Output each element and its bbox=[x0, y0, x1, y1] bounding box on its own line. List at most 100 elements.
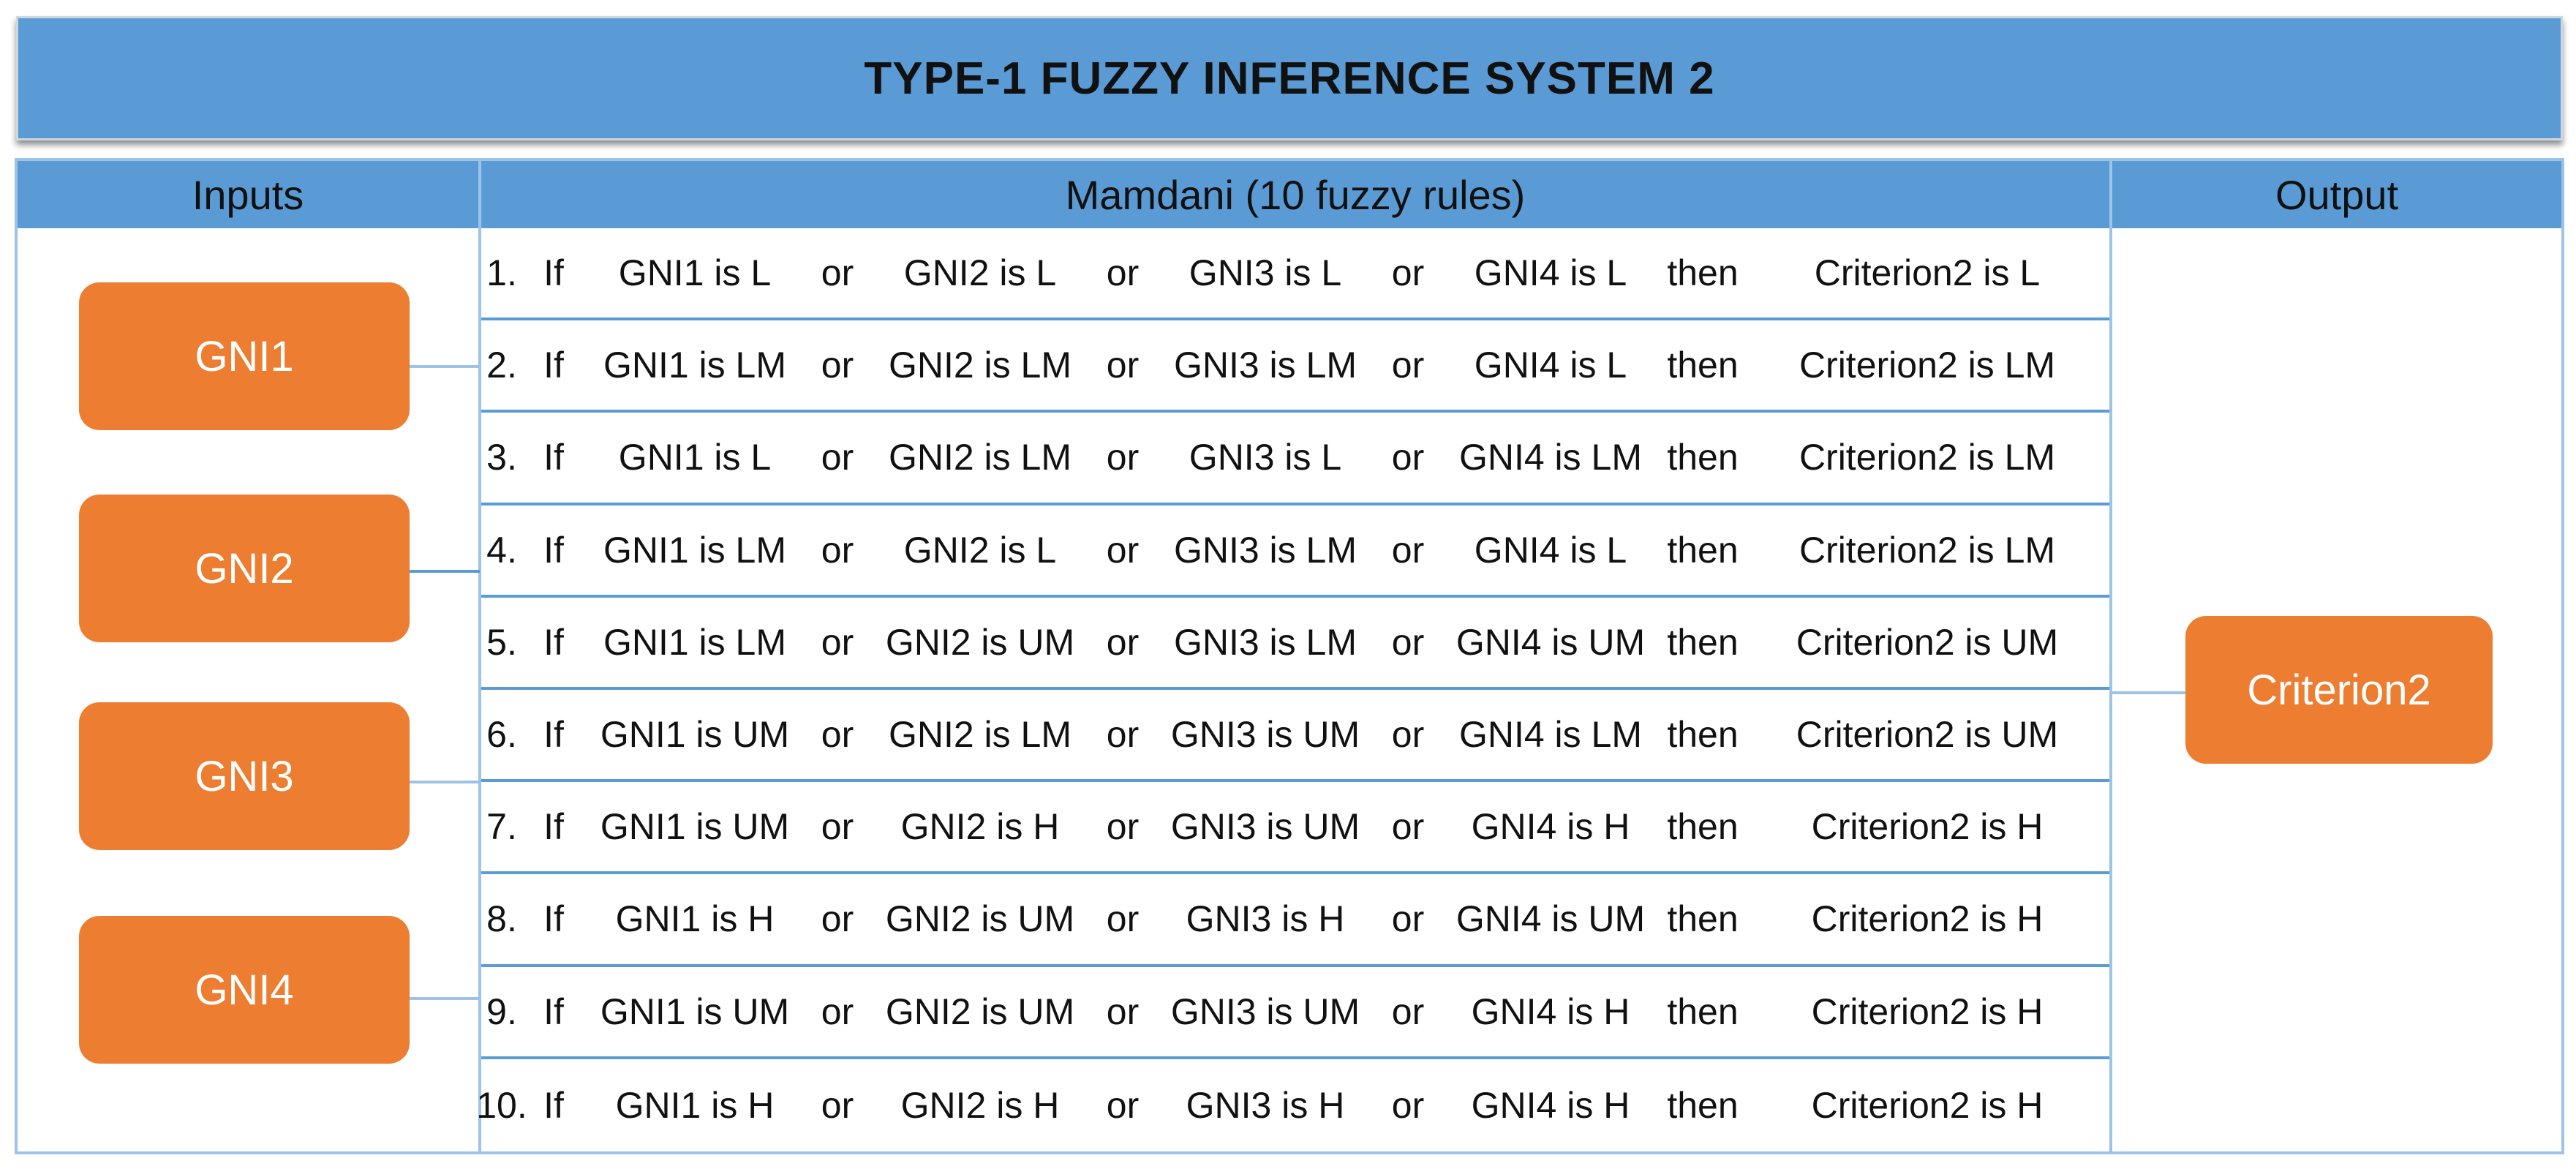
rule-row: 4. If GNI1 is LM or GNI2 is L or GNI3 is LM or G… bbox=[481, 505, 2109, 598]
rule-cell-or1: or bbox=[821, 806, 854, 848]
rule-cell-then: then bbox=[1667, 991, 1739, 1032]
rule-cell-c: GNI3 is LM bbox=[1173, 529, 1357, 571]
rule-cell-c: GNI3 is H bbox=[1186, 1084, 1345, 1126]
rule-cell-num: 10. bbox=[476, 1084, 527, 1126]
rule-cell-or1: or bbox=[821, 437, 854, 478]
input-node-gni4: GNI4 bbox=[79, 916, 410, 1064]
rule-cell-a: GNI1 is L bbox=[618, 437, 772, 478]
rule-cell-c: GNI3 is H bbox=[1186, 898, 1345, 940]
rule-cell-b: GNI2 is H bbox=[900, 806, 1060, 848]
rule-cell-c: GNI3 is LM bbox=[1173, 345, 1357, 386]
column-divider-left bbox=[478, 161, 481, 1151]
rule-cell-if: If bbox=[543, 529, 564, 571]
rule-cell-b: GNI2 is UM bbox=[885, 621, 1075, 663]
rule-row: 5. If GNI1 is LM or GNI2 is UM or GNI3 is LM or… bbox=[481, 598, 2109, 690]
rule-cell-if: If bbox=[543, 621, 564, 663]
rule-cell-out: Criterion2 is L bbox=[1814, 252, 2041, 294]
connector-gni3 bbox=[410, 781, 480, 783]
rule-cell-num: 9. bbox=[486, 991, 517, 1032]
connector-gni1 bbox=[410, 365, 480, 368]
output-header: Output bbox=[2112, 161, 2561, 228]
rule-cell-d: GNI4 is H bbox=[1471, 991, 1630, 1032]
rule-cell-num: 4. bbox=[486, 529, 517, 571]
rules-header-label: Mamdani (10 fuzzy rules) bbox=[1065, 171, 1526, 218]
rule-cell-if: If bbox=[543, 898, 564, 940]
rule-cell-out: Criterion2 is H bbox=[1811, 991, 2044, 1032]
rule-cell-or1: or bbox=[821, 1084, 854, 1126]
rule-row: 6. If GNI1 is UM or GNI2 is LM or GNI3 is UM or… bbox=[481, 690, 2109, 783]
rule-cell-then: then bbox=[1667, 345, 1739, 386]
rule-cell-out: Criterion2 is LM bbox=[1799, 529, 2056, 571]
rule-cell-d: GNI4 is L bbox=[1474, 345, 1627, 386]
rules-header: Mamdani (10 fuzzy rules) bbox=[481, 161, 2109, 228]
rule-cell-num: 6. bbox=[486, 714, 517, 756]
input-node-label: GNI1 bbox=[195, 332, 294, 380]
rule-cell-or1: or bbox=[821, 621, 854, 663]
rule-cell-then: then bbox=[1667, 529, 1739, 571]
rule-cell-or2: or bbox=[1106, 529, 1140, 571]
rule-cell-or3: or bbox=[1391, 529, 1425, 571]
rule-cell-or3: or bbox=[1391, 621, 1425, 663]
rule-cell-a: GNI1 is H bbox=[615, 898, 775, 940]
rule-cell-out: Criterion2 is H bbox=[1811, 1084, 2044, 1126]
rule-cell-b: GNI2 is L bbox=[903, 252, 1057, 294]
diagram-frame bbox=[15, 158, 2564, 1154]
rule-cell-c: GNI3 is L bbox=[1189, 252, 1342, 294]
rule-cell-or1: or bbox=[821, 345, 854, 386]
inputs-header: Inputs bbox=[18, 161, 478, 228]
rule-cell-a: GNI1 is LM bbox=[603, 621, 787, 663]
rule-cell-b: GNI2 is LM bbox=[888, 345, 1072, 386]
rule-cell-out: Criterion2 is H bbox=[1811, 806, 2044, 848]
rule-cell-num: 3. bbox=[486, 437, 517, 478]
rule-cell-num: 2. bbox=[486, 345, 517, 386]
rule-cell-or2: or bbox=[1106, 252, 1140, 294]
rule-cell-or2: or bbox=[1106, 991, 1140, 1032]
rule-cell-c: GNI3 is L bbox=[1189, 437, 1342, 478]
diagram-title: TYPE-1 FUZZY INFERENCE SYSTEM 2 bbox=[864, 53, 1715, 104]
rule-cell-d: GNI4 is H bbox=[1471, 1084, 1630, 1126]
column-divider-right bbox=[2109, 161, 2112, 1151]
rule-row: 1. If GNI1 is L or GNI2 is L or GNI3 is L or GNI… bbox=[481, 228, 2109, 321]
rule-cell-num: 1. bbox=[486, 252, 517, 294]
rule-cell-or3: or bbox=[1391, 252, 1425, 294]
rule-cell-out: Criterion2 is UM bbox=[1796, 714, 2059, 756]
rule-cell-d: GNI4 is UM bbox=[1455, 898, 1646, 940]
rule-cell-or3: or bbox=[1391, 1084, 1425, 1126]
rule-cell-d: GNI4 is LM bbox=[1458, 714, 1643, 756]
rule-cell-if: If bbox=[543, 714, 564, 756]
rule-cell-or3: or bbox=[1391, 714, 1425, 756]
rule-cell-a: GNI1 is L bbox=[618, 252, 772, 294]
rule-cell-c: GNI3 is UM bbox=[1170, 991, 1360, 1032]
rule-row: 2. If GNI1 is LM or GNI2 is LM or GNI3 is LM or… bbox=[481, 320, 2109, 413]
output-node-label: Criterion2 bbox=[2247, 666, 2431, 714]
rule-cell-or2: or bbox=[1106, 806, 1140, 848]
rule-cell-b: GNI2 is LM bbox=[888, 714, 1072, 756]
rule-cell-b: GNI2 is L bbox=[903, 529, 1057, 571]
connector-output bbox=[2111, 691, 2185, 694]
rule-cell-if: If bbox=[543, 806, 564, 848]
rule-cell-num: 8. bbox=[486, 898, 517, 940]
rule-cell-or1: or bbox=[821, 991, 854, 1032]
rule-cell-or1: or bbox=[821, 898, 854, 940]
rule-cell-or1: or bbox=[821, 714, 854, 756]
rule-cell-d: GNI4 is UM bbox=[1455, 621, 1646, 663]
rule-cell-c: GNI3 is UM bbox=[1170, 714, 1360, 756]
connector-gni4 bbox=[410, 997, 480, 1000]
rule-cell-out: Criterion2 is H bbox=[1811, 898, 2044, 940]
rule-cell-then: then bbox=[1667, 252, 1739, 294]
rule-cell-out: Criterion2 is LM bbox=[1799, 345, 2056, 386]
rule-cell-then: then bbox=[1667, 437, 1739, 478]
rule-cell-c: GNI3 is LM bbox=[1173, 621, 1357, 663]
rule-cell-then: then bbox=[1667, 806, 1739, 848]
output-header-label: Output bbox=[2275, 171, 2399, 218]
input-node-gni1: GNI1 bbox=[79, 282, 410, 430]
title-bar: TYPE-1 FUZZY INFERENCE SYSTEM 2 bbox=[16, 16, 2563, 140]
rule-cell-b: GNI2 is UM bbox=[885, 898, 1075, 940]
rule-cell-if: If bbox=[543, 437, 564, 478]
rule-cell-then: then bbox=[1667, 898, 1739, 940]
rule-cell-if: If bbox=[543, 345, 564, 386]
input-node-label: GNI3 bbox=[195, 752, 294, 800]
rule-cell-then: then bbox=[1667, 621, 1739, 663]
rule-cell-or3: or bbox=[1391, 898, 1425, 940]
input-node-label: GNI2 bbox=[195, 544, 294, 593]
